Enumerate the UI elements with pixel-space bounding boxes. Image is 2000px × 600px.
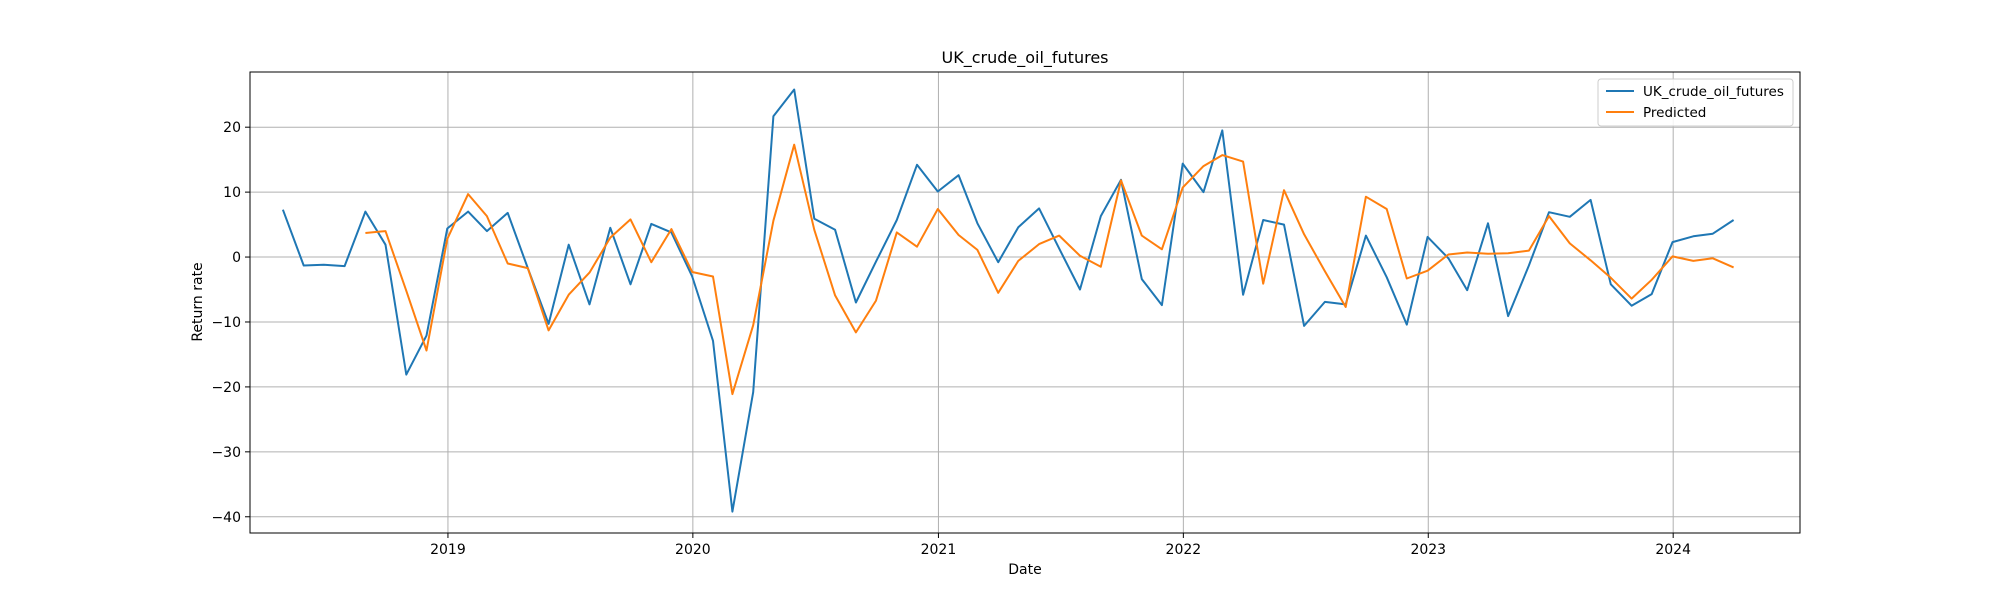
legend-label-uk-crude-oil-futures: UK_crude_oil_futures (1643, 84, 1784, 100)
y-tick-label: −40 (211, 510, 241, 526)
y-tick-label: −30 (211, 445, 241, 461)
y-tick-label: −10 (211, 315, 241, 331)
x-axis-ticks: 2019 2020 2021 2022 2023 2024 (430, 533, 1691, 558)
chart-title: UK_crude_oil_futures (942, 48, 1109, 68)
series-line-uk-crude-oil-futures (281, 88, 1735, 513)
y-tick-label: 0 (232, 250, 241, 266)
y-tick-label: −20 (211, 380, 241, 396)
x-tick-label: 2022 (1166, 542, 1202, 558)
x-tick-label: 2023 (1410, 542, 1446, 558)
plot-frame (249, 71, 1801, 534)
y-tick-label: 10 (223, 185, 241, 201)
y-axis-label: Return rate (190, 262, 206, 341)
legend: UK_crude_oil_futures Predicted (1597, 78, 1794, 127)
x-tick-label: 2020 (675, 542, 711, 558)
x-tick-label: 2021 (921, 542, 957, 558)
legend-label-predicted: Predicted (1643, 105, 1706, 121)
legend-box (1597, 78, 1794, 127)
series-line-predicted (365, 143, 1735, 396)
x-tick-label: 2019 (430, 542, 466, 558)
y-axis-ticks: 20 10 0 −10 −20 −30 −40 (211, 120, 250, 526)
x-axis-label: Date (1008, 562, 1041, 578)
y-tick-label: 20 (223, 120, 241, 136)
grid (250, 72, 1800, 533)
series-lines (281, 88, 1735, 513)
x-tick-label: 2024 (1655, 542, 1691, 558)
